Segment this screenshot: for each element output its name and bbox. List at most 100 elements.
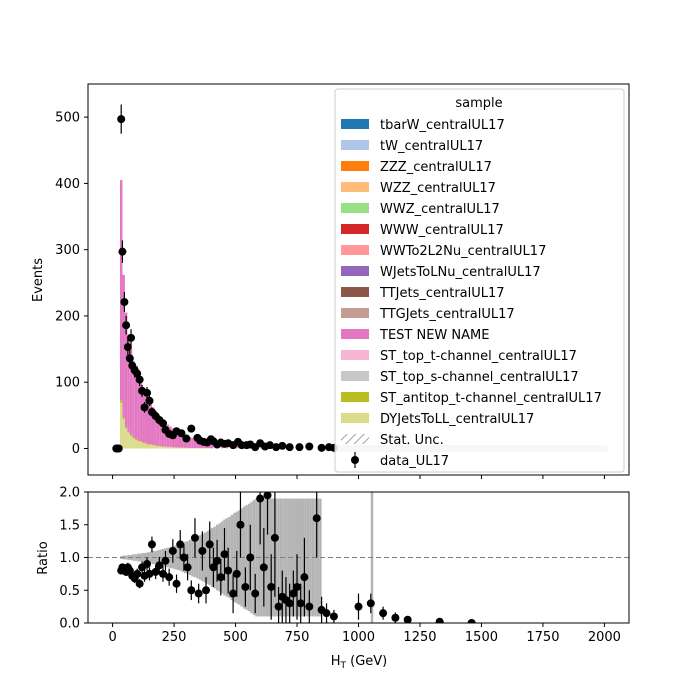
ratio-point [151,567,160,576]
data-point [145,396,154,405]
unc-band-bin [196,536,199,579]
data-point [127,333,136,342]
data-point [317,443,326,452]
bar-dyjets [124,428,128,449]
bar-test-new-name [147,398,150,445]
ratio-point [300,573,309,582]
ratio-panel: 0.0 0.5 1.0 1.5 2.0 0 250 500 750 1000 1250 1500 17… [36,486,630,671]
bar-test-new-name [191,437,194,448]
y-tick-label: 100 [55,376,80,391]
legend-frame [334,88,625,473]
bar-dyjets [144,443,148,449]
bar-st-antitop [127,431,130,433]
bar-dyjets [147,444,150,449]
bar-test-new-name [156,414,160,446]
ratio-point [293,582,302,591]
legend-swatch [341,266,369,276]
bar-dyjets [137,441,140,449]
ratio-point [259,563,268,572]
ratio-point [391,613,400,622]
ratio-point [296,599,305,608]
ratio-x-axis-label: HT (GeV) [331,654,388,671]
bar-test-new-name [144,392,148,443]
legend-label: WWZ_centralUL17 [380,202,500,217]
legend-label: data_UL17 [380,454,449,469]
bar-dyjets [164,446,167,449]
legend-swatch [341,413,369,423]
bar-st-antitop [129,434,133,436]
bar-test-new-name [154,410,157,446]
data-point [265,441,274,450]
ratio-point [143,560,152,569]
unc-band-bin [166,547,170,568]
legend-swatch [341,140,369,150]
y-tick-label: 1.0 [59,551,80,566]
ratio-point [179,553,188,562]
bar-test-new-name [142,387,145,443]
ratio-point [322,609,331,618]
x-tick-label: 1000 [342,630,375,645]
legend-swatch [341,371,369,381]
unc-band-bin [188,539,192,576]
bar-dyjets [181,447,184,449]
y-tick-label: 300 [55,243,80,258]
ratio-point [467,619,476,623]
unc-band-bin [134,554,138,561]
unc-band-bin [294,498,298,617]
ratio-point [274,602,283,611]
ratio-point [202,586,211,595]
legend-swatch [341,287,369,297]
ratio-point [251,589,260,598]
bar-dyjets [183,447,187,449]
legend-swatch [341,119,369,129]
bar-dyjets [149,444,152,449]
ratio-point [289,589,298,598]
data-point [278,441,287,450]
legend-label: Stat. Unc. [380,433,444,448]
unc-band-bin [220,521,224,594]
data-point [187,424,196,433]
ratio-point [135,579,144,588]
ratio-point [229,589,238,598]
bar-test-new-name [149,402,152,445]
legend-entries: tbarW_centralUL17 tW_centralUL17 ZZZ_centr… [341,118,602,469]
x-tick-label: 1250 [403,630,436,645]
x-tick-label: 2000 [588,630,621,645]
unc-band-bin [213,526,216,589]
ratio-point [270,533,279,542]
ratio-point [246,553,255,562]
y-tick-label: 400 [55,177,80,192]
bar-dyjets [129,435,133,449]
bar-test-new-name [178,432,182,448]
unc-band-bin [156,550,160,565]
bar-test-new-name [235,445,239,449]
ratio-point [366,599,375,608]
unc-band-bin [277,498,280,617]
ratio-point [194,589,203,598]
x-tick-label: 1750 [526,630,559,645]
legend-label: ST_antitop_t-channel_centralUL17 [380,391,602,406]
legend-title: sample [455,96,502,111]
legend-label: TTJets_centralUL17 [379,286,505,301]
bar-dyjets [178,447,182,449]
bar-st-antitop [134,438,138,440]
ratio-point [205,540,214,549]
ratio-point [187,586,196,595]
legend-label: TEST NEW NAME [379,328,489,343]
legend-swatch [341,308,369,318]
legend-label: ST_top_t-channel_centralUL17 [380,349,577,364]
bar-dyjets [169,447,172,449]
legend-label: TTGJets_centralUL17 [379,307,515,322]
unc-band-bin [206,531,209,584]
x-tick-label: 0 [108,630,116,645]
main-panel: 0 100 200 300 400 500 Events sample tbarW_cen… [31,83,630,479]
bar-test-new-name [119,180,123,401]
unc-band-bin [260,498,263,617]
data-point [135,375,144,384]
legend-swatch [341,350,369,360]
legend-label: WWW_centralUL17 [380,223,504,238]
unc-band-bin [316,498,320,617]
legend-marker [351,456,359,464]
legend-swatch [341,182,369,192]
